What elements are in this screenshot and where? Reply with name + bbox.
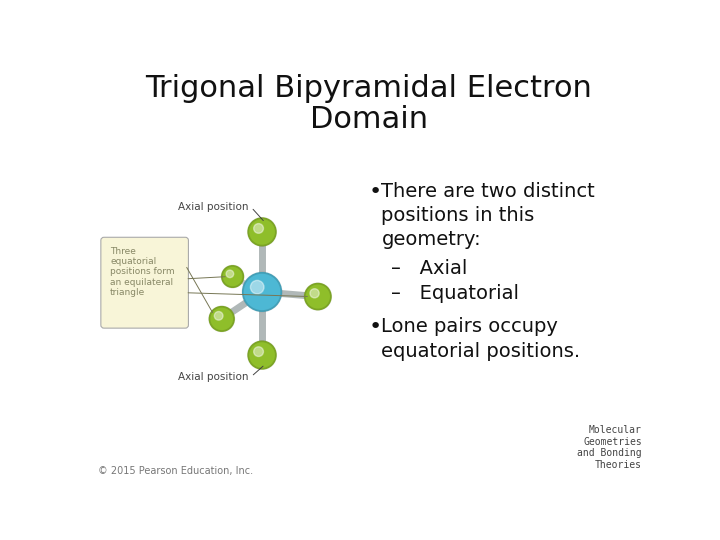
Text: © 2015 Pearson Education, Inc.: © 2015 Pearson Education, Inc. (98, 466, 253, 476)
Text: Lone pairs occupy
equatorial positions.: Lone pairs occupy equatorial positions. (382, 318, 580, 361)
Circle shape (310, 289, 319, 298)
Circle shape (253, 224, 264, 233)
Text: Domain: Domain (310, 105, 428, 134)
Text: There are two distinct
positions in this
geometry:: There are two distinct positions in this… (382, 182, 595, 249)
Circle shape (226, 270, 234, 278)
Text: Three
equatorial
positions form
an equilateral
triangle: Three equatorial positions form an equil… (110, 247, 175, 297)
Circle shape (248, 218, 276, 246)
Circle shape (210, 307, 234, 331)
Circle shape (251, 280, 264, 294)
Circle shape (253, 347, 264, 356)
FancyBboxPatch shape (101, 237, 189, 328)
Text: –   Equatorial: – Equatorial (391, 284, 518, 303)
Text: Trigonal Bipyramidal Electron: Trigonal Bipyramidal Electron (145, 74, 593, 103)
Circle shape (305, 284, 331, 309)
Text: –   Axial: – Axial (391, 259, 467, 278)
Text: Axial position: Axial position (178, 372, 248, 382)
Circle shape (248, 341, 276, 369)
Text: •: • (369, 318, 382, 338)
Text: •: • (369, 182, 382, 202)
Circle shape (215, 312, 223, 320)
Text: Axial position: Axial position (178, 202, 248, 212)
Circle shape (243, 273, 282, 311)
Text: Molecular
Geometries
and Bonding
Theories: Molecular Geometries and Bonding Theorie… (577, 425, 642, 470)
Circle shape (222, 266, 243, 287)
